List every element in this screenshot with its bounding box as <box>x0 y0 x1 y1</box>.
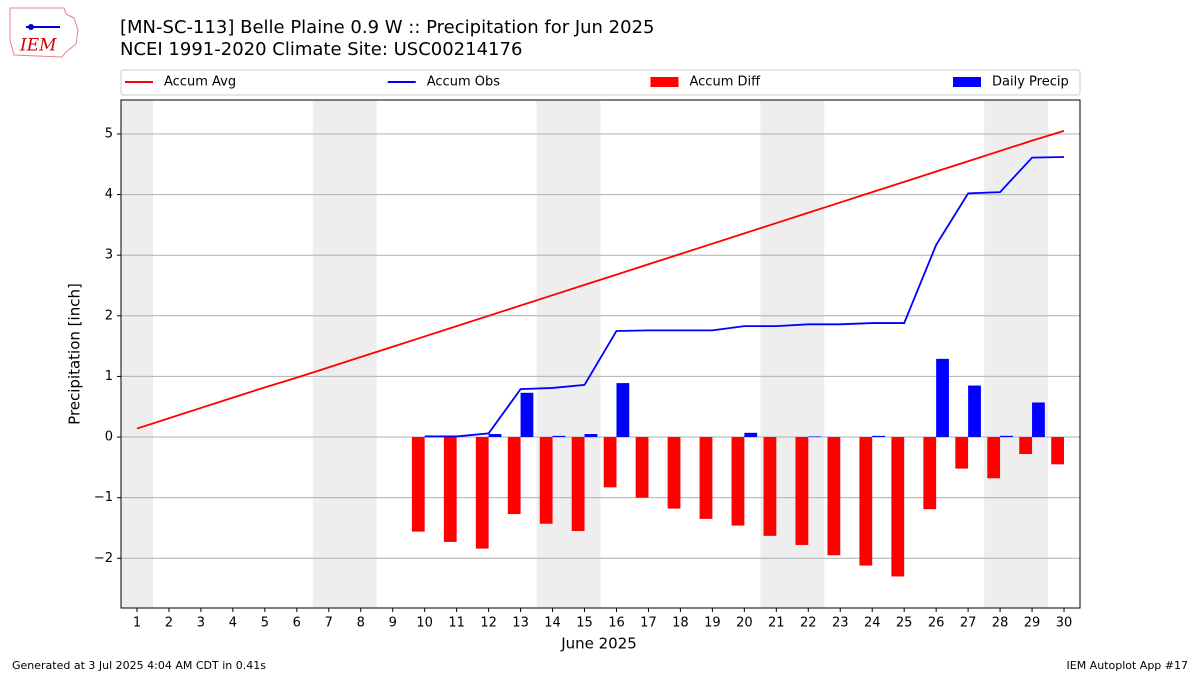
x-tick-label: 17 <box>640 616 657 631</box>
bar <box>571 437 585 532</box>
logo-text: IEM <box>19 36 57 56</box>
line <box>136 130 1065 430</box>
legend-swatch <box>650 77 679 87</box>
x-tick-label: 5 <box>261 616 269 631</box>
bar <box>475 437 489 549</box>
legend-label: Accum Avg <box>164 75 236 90</box>
bar <box>827 437 841 556</box>
bar <box>955 437 969 469</box>
bar <box>987 437 1001 479</box>
bar <box>795 437 809 545</box>
bar <box>808 436 822 438</box>
bar <box>1019 437 1033 455</box>
footer-right: IEM Autoplot App #17 <box>1067 659 1189 672</box>
bar <box>539 437 553 524</box>
x-tick-label: 30 <box>1056 616 1073 631</box>
x-axis-label: June 2025 <box>560 635 637 653</box>
x-tick-label: 3 <box>197 616 205 631</box>
x-tick-label: 11 <box>448 616 465 631</box>
legend-label: Daily Precip <box>992 75 1069 90</box>
x-tick-label: 6 <box>293 616 301 631</box>
line <box>424 156 1065 438</box>
x-tick-label: 22 <box>800 616 817 631</box>
weekend-shading <box>121 100 153 608</box>
y-tick-label: 5 <box>105 126 113 141</box>
x-tick-label: 19 <box>704 616 721 631</box>
x-tick-label: 20 <box>736 616 753 631</box>
bar <box>731 437 745 526</box>
bar <box>936 358 949 438</box>
bar <box>520 392 534 438</box>
weekend-shading <box>312 100 377 608</box>
x-tick-label: 4 <box>229 616 237 631</box>
y-tick-label: −1 <box>94 490 113 505</box>
bar <box>872 435 886 438</box>
x-tick-label: 27 <box>960 616 977 631</box>
bar <box>744 432 758 438</box>
bar <box>891 437 905 577</box>
bar <box>1032 402 1045 438</box>
x-tick-label: 16 <box>608 616 625 631</box>
bar <box>443 437 457 542</box>
bar <box>923 437 937 510</box>
logo: IEM <box>9 7 79 58</box>
x-tick-label: 8 <box>357 616 365 631</box>
x-tick-label: 29 <box>1024 616 1041 631</box>
x-tick-label: 26 <box>928 616 945 631</box>
y-axis-label: Precipitation [inch] <box>66 283 84 425</box>
x-tick-label: 10 <box>416 616 433 631</box>
x-tick-label: 21 <box>768 616 785 631</box>
x-tick-label: 25 <box>896 616 913 631</box>
chart-subtitle: NCEI 1991-2020 Climate Site: USC00214176 <box>120 39 522 60</box>
legend-swatch <box>953 77 981 87</box>
bar <box>488 434 502 438</box>
bar <box>1000 435 1013 438</box>
bar <box>584 434 598 438</box>
x-tick-label: 13 <box>512 616 529 631</box>
bar <box>507 437 521 515</box>
bar <box>603 437 617 488</box>
footer-left: Generated at 3 Jul 2025 4:04 AM CDT in 0… <box>12 659 266 672</box>
x-tick-label: 23 <box>832 616 849 631</box>
x-tick-label: 14 <box>544 616 561 631</box>
y-tick-label: 1 <box>105 369 113 384</box>
bar <box>552 435 566 438</box>
x-tick-label: 1 <box>133 616 141 631</box>
x-tick-label: 12 <box>480 616 497 631</box>
x-tick-label: 2 <box>165 616 173 631</box>
x-tick-label: 24 <box>864 616 881 631</box>
bar <box>859 437 873 566</box>
chart-title: [MN-SC-113] Belle Plaine 0.9 W :: Precip… <box>120 17 655 38</box>
bar <box>635 437 649 498</box>
y-tick-label: 2 <box>105 308 113 323</box>
weekend-shading <box>984 100 1049 608</box>
bar <box>667 437 681 509</box>
x-tick-label: 15 <box>576 616 593 631</box>
x-tick-label: 28 <box>992 616 1009 631</box>
y-tick-label: 0 <box>105 430 113 445</box>
bar <box>968 385 981 438</box>
plot-frame <box>120 99 1081 609</box>
bar <box>699 437 713 519</box>
y-tick-label: 3 <box>105 248 113 263</box>
bar <box>1051 437 1065 465</box>
legend <box>120 69 1081 96</box>
weekend-shading <box>536 100 601 608</box>
bar <box>763 437 777 536</box>
y-tick-label: −2 <box>94 551 113 566</box>
x-tick-label: 9 <box>389 616 397 631</box>
y-tick-label: 4 <box>105 187 113 202</box>
legend-label: Accum Obs <box>427 75 500 90</box>
bar <box>616 383 630 438</box>
bar <box>411 437 425 532</box>
legend-label: Accum Diff <box>690 75 762 90</box>
x-tick-label: 18 <box>672 616 689 631</box>
x-tick-label: 7 <box>325 616 333 631</box>
logo-outline <box>9 7 79 58</box>
